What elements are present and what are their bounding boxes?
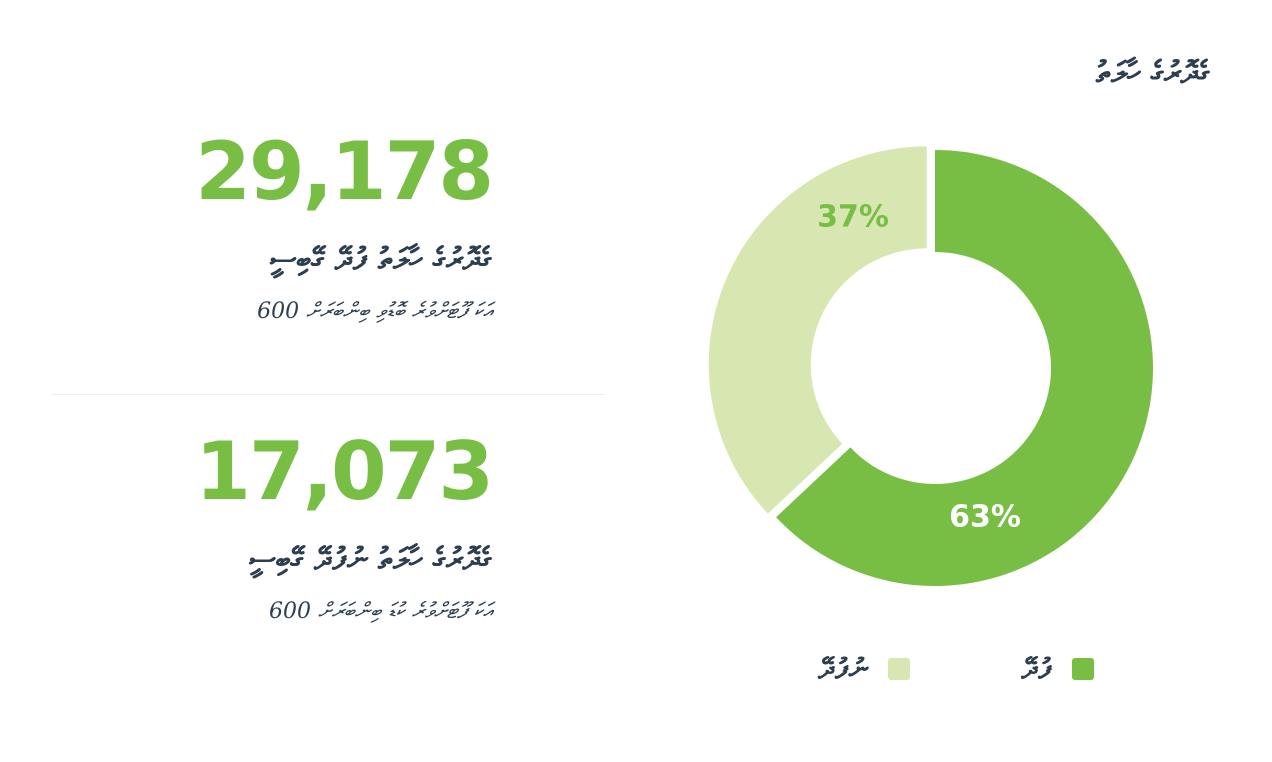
stat-note: އަކަ ފޫޓަށްވުރެ ކުޑަ ބިންބަރަށް 600 xyxy=(269,599,492,624)
divider xyxy=(52,394,605,395)
stat-label: ގެދޮރުގެ ހާލަތު ފުދޭ ގޭބިސީ xyxy=(270,242,492,277)
stat-label: ގެދޮރުގެ ހާލަތު ނުފުދޭ ގޭބިސީ xyxy=(249,542,492,577)
donut-segment xyxy=(776,150,1153,586)
chart-title: ގެދޮރުގެ ހާލަތު xyxy=(1095,56,1211,91)
legend-label: ނުފުދޭ xyxy=(817,652,870,685)
legend-swatch xyxy=(1072,658,1094,680)
donut-segment xyxy=(708,146,927,514)
stat-value: 17,073 xyxy=(195,425,494,518)
data-label: 63% xyxy=(949,500,1021,535)
stat-block: 29,178 ގެދޮރުގެ ހާލަތު ފުދޭ ގޭބިސީ އަކަ … xyxy=(52,125,494,325)
stat-value: 29,178 xyxy=(195,125,494,218)
legend-label: ފުދޭ xyxy=(1020,652,1052,685)
stat-note: އަކަ ފޫޓަށްވުރެ ބޮޑުވި ބިންބަރަށް 600 xyxy=(257,299,492,324)
stat-block: 17,073 ގެދޮރުގެ ހާލަތު ނުފުދޭ ގޭބިސީ އަކ… xyxy=(52,425,494,625)
legend-swatch xyxy=(888,658,910,680)
data-label: 37% xyxy=(817,200,889,235)
